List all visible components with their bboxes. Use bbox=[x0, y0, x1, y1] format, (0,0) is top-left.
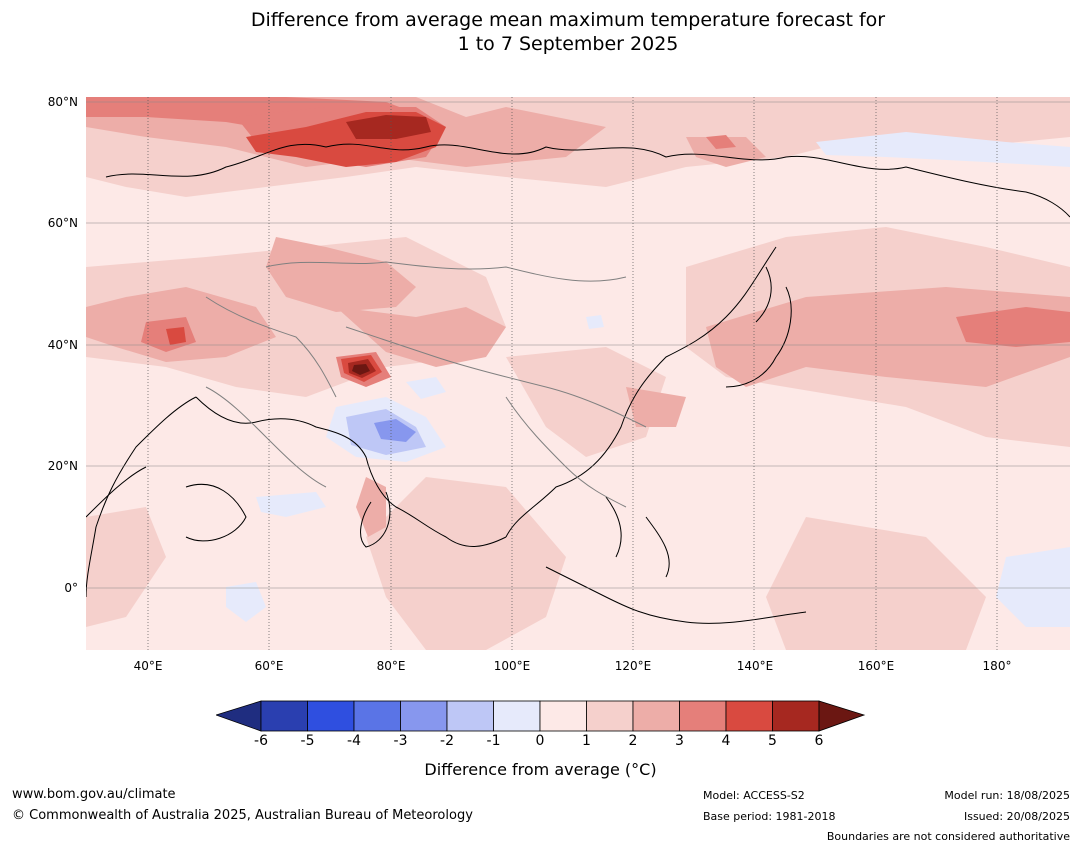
colour-scale-swatch bbox=[725, 700, 773, 732]
lat-label-80n: 80°N bbox=[47, 95, 78, 109]
colour-scale-tick: 2 bbox=[628, 733, 638, 749]
title-line-2: 1 to 7 September 2025 bbox=[457, 33, 679, 55]
colour-scale-swatch bbox=[586, 700, 634, 732]
map-title: Difference from average mean maximum tem… bbox=[0, 8, 1081, 56]
colour-scale-label: Difference from average (°C) bbox=[424, 760, 657, 779]
colour-scale-extend-low bbox=[216, 700, 262, 732]
colour-scale-extend-high bbox=[818, 700, 866, 732]
anomaly-5-6-areas bbox=[346, 115, 431, 378]
colour-scale-swatch bbox=[446, 700, 494, 732]
colour-scale-swatch bbox=[632, 700, 680, 732]
title-line-1: Difference from average mean maximum tem… bbox=[250, 9, 886, 31]
map-canvas bbox=[86, 97, 1070, 650]
lat-label-40n: 40°N bbox=[47, 338, 78, 352]
lon-label-100e: 100°E bbox=[493, 659, 531, 673]
lon-label-160e: 160°E bbox=[857, 659, 895, 673]
lon-label-80e: 80°E bbox=[376, 659, 406, 673]
colour-scale-swatch bbox=[772, 700, 820, 732]
colour-scale-swatch bbox=[493, 700, 541, 732]
country-borders bbox=[205, 261, 647, 508]
lat-gridlines bbox=[86, 101, 1070, 589]
footer-model: Model: ACCESS-S2 bbox=[703, 789, 805, 802]
colour-scale-tick: -3 bbox=[393, 733, 408, 749]
colour-scale-swatch bbox=[679, 700, 727, 732]
colour-scale-tick: 0 bbox=[535, 733, 545, 749]
colour-scale-swatch bbox=[307, 700, 355, 732]
footer-base-period: Base period: 1981-2018 bbox=[703, 810, 836, 823]
footer-disclaimer: Boundaries are not considered authoritat… bbox=[826, 830, 1070, 843]
colour-scale-swatch bbox=[400, 700, 448, 732]
colour-scale-tick: 1 bbox=[582, 733, 591, 749]
colour-scale-tick: -1 bbox=[486, 733, 501, 749]
lon-label-60e: 60°E bbox=[254, 659, 284, 673]
colour-scale-tick: -4 bbox=[347, 733, 361, 749]
footer-copyright: © Commonwealth of Australia 2025, Austra… bbox=[12, 808, 473, 823]
colour-scale-tick: -6 bbox=[254, 733, 268, 749]
footer-issued: Issued: 20/08/2025 bbox=[963, 810, 1070, 823]
colour-scale-tick: 4 bbox=[721, 733, 731, 749]
footer-url: www.bom.gov.au/climate bbox=[12, 787, 176, 802]
coastlines bbox=[86, 143, 1070, 624]
colour-scale-swatch bbox=[539, 700, 587, 732]
colour-scale-tick: 3 bbox=[675, 733, 684, 749]
lat-label-60n: 60°N bbox=[47, 216, 78, 230]
colour-scale-tick: -2 bbox=[440, 733, 454, 749]
lon-label-180: 180° bbox=[982, 659, 1012, 673]
colour-scale-tick: 5 bbox=[768, 733, 777, 749]
lon-gridlines bbox=[147, 97, 998, 650]
colour-scale-bar bbox=[216, 700, 866, 732]
colour-scale-tick: 6 bbox=[814, 733, 824, 749]
footer-model-run: Model run: 18/08/2025 bbox=[944, 789, 1070, 802]
colour-scale-swatch bbox=[260, 700, 308, 732]
anomaly-negative-areas bbox=[226, 132, 1070, 627]
colour-scale-swatch bbox=[353, 700, 401, 732]
forecast-map bbox=[86, 97, 1070, 650]
lon-label-120e: 120°E bbox=[614, 659, 652, 673]
colour-scale-tick: -5 bbox=[300, 733, 315, 749]
lat-label-20n: 20°N bbox=[47, 459, 78, 473]
anomaly-over-6-area bbox=[352, 364, 370, 375]
lon-label-140e: 140°E bbox=[736, 659, 774, 673]
lon-label-40e: 40°E bbox=[133, 659, 163, 673]
lat-label-0: 0° bbox=[64, 581, 78, 595]
